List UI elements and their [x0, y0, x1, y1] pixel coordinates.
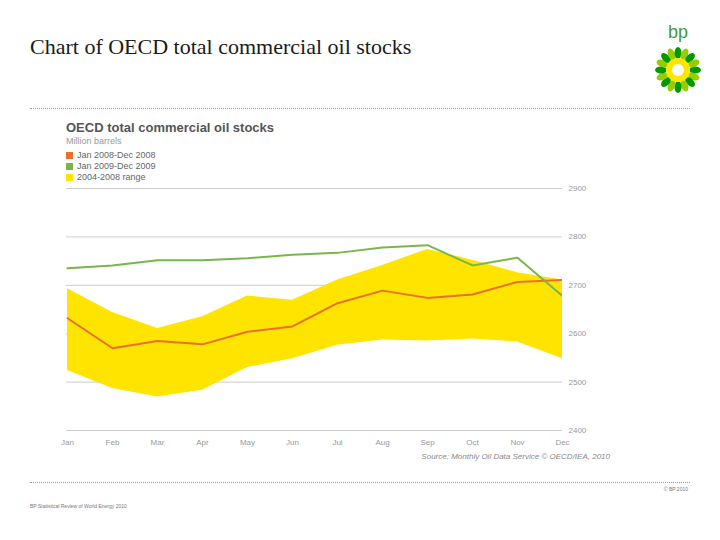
html-text:Jan 2008-Dec 2008: Jan 2008-Dec 2008 — [77, 150, 156, 160]
svg-text:Jul: Jul — [332, 438, 342, 447]
html-text:Chart of OECD total commercial: Chart of OECD total commercial oil stock… — [30, 34, 412, 59]
svg-text:2600: 2600 — [569, 329, 587, 338]
html-text:BP Statistical Review of World: BP Statistical Review of World Energy 20… — [30, 503, 127, 509]
svg-text:2700: 2700 — [569, 281, 587, 290]
svg-text:Jun: Jun — [286, 438, 299, 447]
svg-text:Feb: Feb — [106, 438, 120, 447]
html-text:Jan 2009-Dec 2009: Jan 2009-Dec 2009 — [77, 161, 156, 171]
svg-text:2400: 2400 — [569, 426, 587, 435]
svg-text:Mar: Mar — [151, 438, 165, 447]
svg-text:2800: 2800 — [569, 232, 587, 241]
svg-text:Apr: Apr — [196, 438, 209, 447]
svg-text:Dec: Dec — [555, 438, 569, 447]
html-text:© BP 2010: © BP 2010 — [663, 486, 688, 492]
html-text:2004-2008 range: 2004-2008 range — [77, 172, 146, 182]
svg-text:2500: 2500 — [569, 378, 587, 387]
svg-text:bp: bp — [668, 22, 688, 42]
svg-text:Nov: Nov — [510, 438, 524, 447]
svg-text:Jan: Jan — [61, 438, 74, 447]
html-text:Million barrels: Million barrels — [66, 136, 122, 146]
svg-text:2900: 2900 — [569, 184, 587, 193]
svg-text:May: May — [240, 438, 255, 447]
svg-text:Oct: Oct — [466, 438, 479, 447]
html-text:Source: Monthly Oil Data Servi: Source: Monthly Oil Data Service © OECD/… — [421, 452, 610, 461]
html-text:OECD total commercial oil stoc: OECD total commercial oil stocks — [66, 120, 275, 135]
svg-text:Aug: Aug — [375, 438, 389, 447]
svg-text:Sep: Sep — [420, 438, 435, 447]
